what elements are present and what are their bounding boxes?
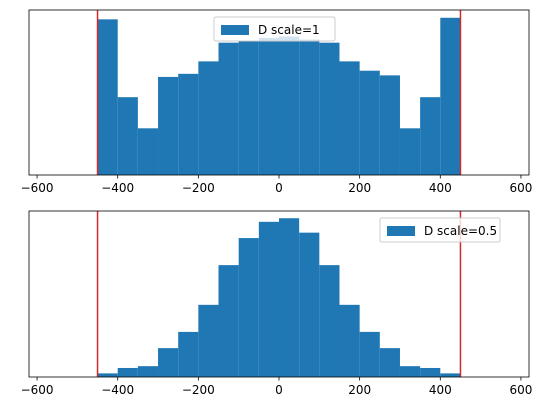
histogram-bar: [258, 221, 279, 377]
histogram-bar: [359, 331, 380, 377]
histogram-bar: [218, 265, 239, 377]
x-tick-label: −600: [21, 383, 54, 397]
histogram-bar: [399, 366, 421, 377]
histogram-bar: [137, 128, 159, 175]
x-tick-label: 200: [348, 181, 371, 195]
histogram-bar: [178, 73, 199, 175]
histogram-bar: [258, 38, 279, 176]
x-tick-label: 600: [509, 383, 532, 397]
histogram-bar: [97, 373, 118, 377]
histogram-bar: [218, 42, 239, 176]
legend: D scale=0.5: [379, 217, 501, 243]
bottom-histogram-panel: −600 −400 −200 0 200 400 600 D scale=0.5: [21, 210, 532, 397]
histogram-bar: [117, 97, 138, 175]
legend-label: D scale=1: [258, 23, 320, 37]
histogram-bar: [238, 238, 259, 377]
histogram-bar: [279, 218, 300, 377]
x-tick-label: −400: [101, 383, 134, 397]
x-tick-label: −400: [101, 181, 134, 195]
histogram-bar: [440, 17, 461, 175]
legend-swatch: [221, 25, 249, 35]
legend-label: D scale=0.5: [424, 224, 497, 238]
histogram-bar: [399, 128, 421, 175]
histogram-bar: [299, 232, 320, 377]
x-tick-label: −600: [21, 181, 54, 195]
histogram-bar: [279, 36, 300, 175]
x-tick-label: 600: [509, 181, 532, 195]
histogram-bar: [319, 265, 340, 377]
histogram-bar: [158, 76, 179, 175]
histogram-bar: [339, 304, 360, 377]
histogram-bar: [198, 304, 219, 377]
histogram-bar: [117, 367, 138, 377]
histogram-bar: [137, 366, 159, 377]
histogram-bar: [299, 39, 320, 175]
histogram-bar: [359, 70, 380, 175]
histogram-bar: [379, 348, 400, 377]
x-tick-label: −200: [182, 383, 215, 397]
histogram-bar: [238, 41, 259, 175]
legend: D scale=1: [213, 16, 336, 42]
x-tick-label: 400: [429, 383, 452, 397]
histogram-bar: [178, 331, 199, 377]
histogram-bar: [440, 373, 461, 377]
top-histogram-panel: −600 −400 −200 0 200 400 600 D scale=1: [21, 9, 532, 195]
histogram-bar: [158, 348, 179, 377]
legend-swatch: [387, 226, 415, 236]
histogram-bar: [339, 61, 360, 176]
histogram-bar: [198, 61, 219, 176]
histogram-bar: [420, 367, 441, 377]
histogram-bar: [420, 97, 441, 175]
x-tick-label: 0: [275, 181, 283, 195]
histogram-bar: [379, 75, 400, 175]
x-tick-label: 200: [348, 383, 371, 397]
histogram-bar: [319, 42, 340, 176]
x-tick-label: 400: [429, 181, 452, 195]
histogram-bar: [97, 19, 118, 175]
x-tick-label: −200: [182, 181, 215, 195]
x-tick-label: 0: [275, 383, 283, 397]
